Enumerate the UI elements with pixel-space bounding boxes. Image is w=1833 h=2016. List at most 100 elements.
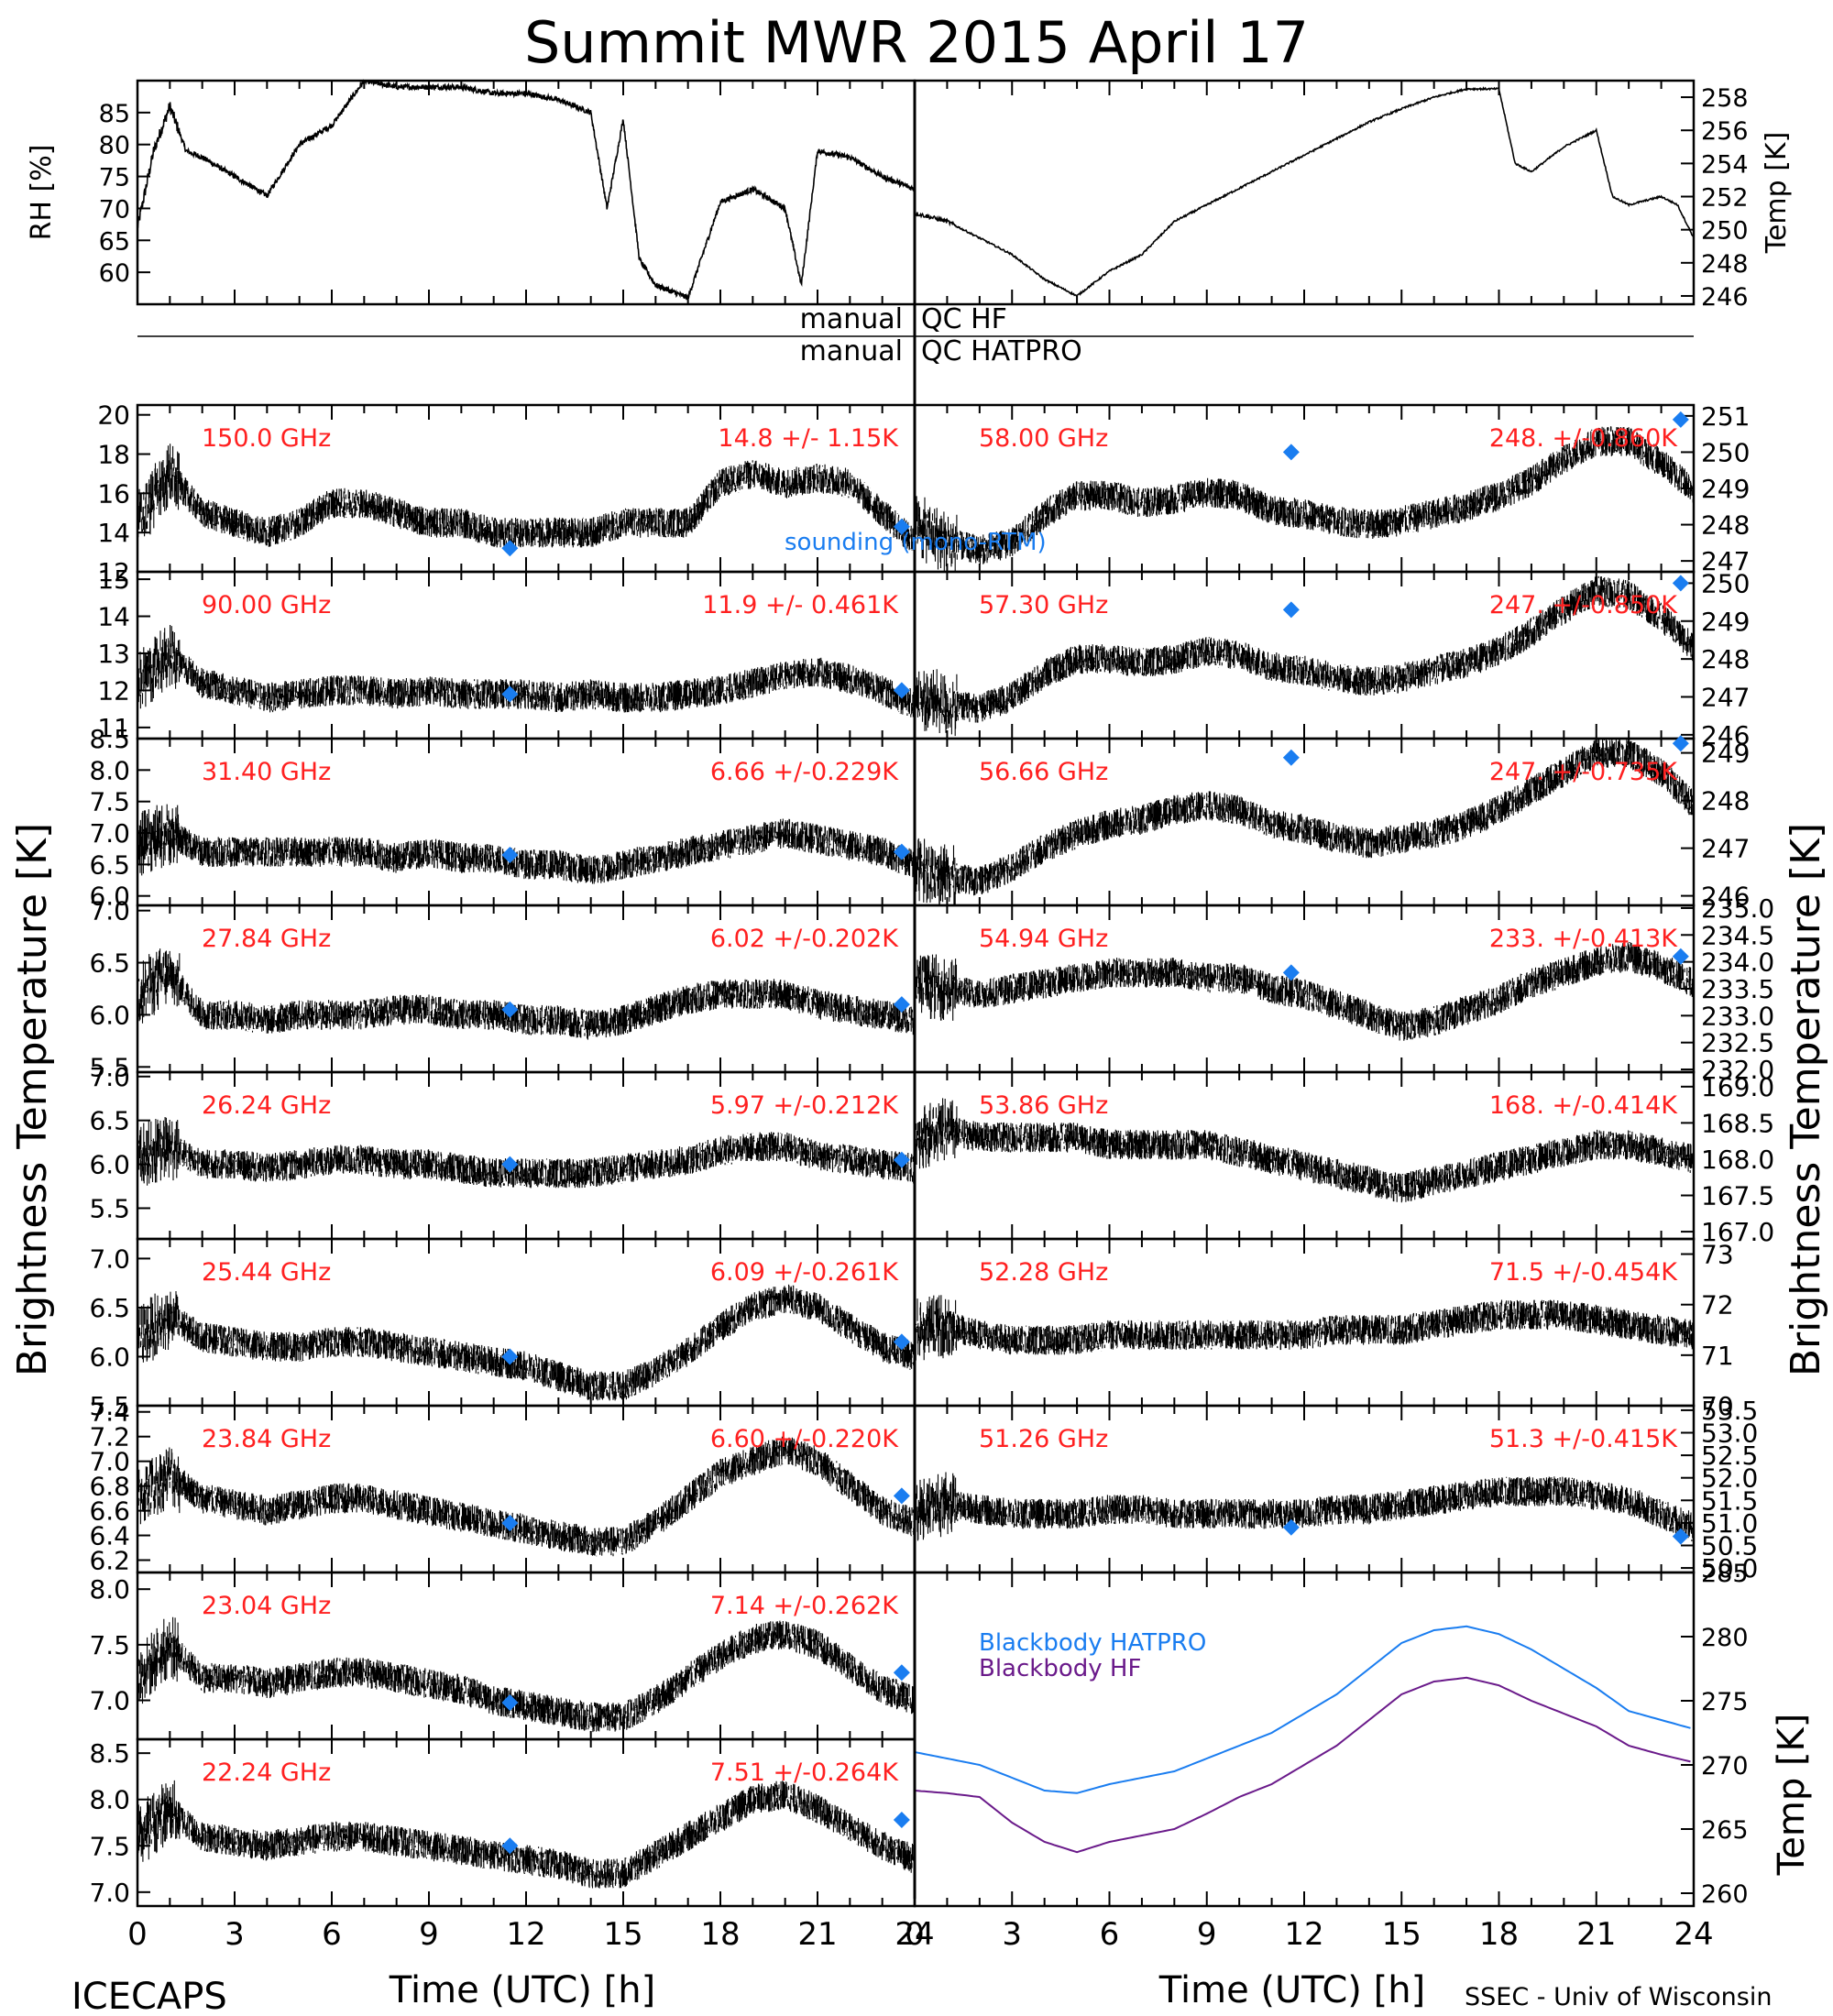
sounding-marker — [893, 1811, 910, 1828]
y-tick-label: 6.5 — [89, 948, 130, 979]
stat-label: 6.02 +/-0.202K — [710, 925, 899, 953]
y-tick-label: 65 — [99, 227, 130, 256]
y-tick-label: 254 — [1701, 150, 1749, 179]
y-tick-label: 18 — [97, 440, 130, 470]
y-tick-label: 250 — [1701, 568, 1750, 598]
x-tick-label: 0 — [905, 1916, 925, 1953]
x-tick-label: 0 — [127, 1916, 148, 1953]
x-tick-label: 6 — [322, 1916, 342, 1953]
stat-label: 6.09 +/-0.261K — [710, 1258, 899, 1287]
panel-rh: 60 65 70 75 80 85 RH [%] — [26, 79, 916, 306]
y-tick-label: 6.8 — [89, 1472, 130, 1502]
freq-label: 56.66 GHz — [979, 758, 1108, 786]
rh-y-label: RH [%] — [26, 145, 58, 241]
stat-label: 51.3 +/-0.415K — [1489, 1425, 1678, 1453]
freq-label: 27.84 GHz — [202, 925, 331, 953]
sounding-marker — [1672, 411, 1689, 428]
y-tick-label: 14 — [97, 602, 130, 632]
y-tick-label: 70 — [1701, 1391, 1734, 1421]
y-tick-label: 249 — [1701, 474, 1750, 504]
sounding-marker — [501, 685, 519, 703]
x-tick-label: 21 — [797, 1916, 837, 1953]
x-tick-label: 24 — [895, 1916, 934, 1953]
sounding-marker — [1672, 575, 1689, 592]
y-tick-label: 5.5 — [89, 1052, 130, 1082]
panel-56-66-ghz: 246 247 248 249 56.66 GHz 247. +/-0.735K — [913, 735, 1750, 912]
y-tick-label: 168.5 — [1701, 1108, 1774, 1138]
y-tick-label: 8.0 — [89, 1574, 130, 1605]
y-tick-label: 246 — [1701, 882, 1750, 912]
data-trace — [914, 1295, 1695, 1361]
freq-label: 52.28 GHz — [979, 1258, 1108, 1287]
y-tick-label: 248 — [1701, 510, 1750, 541]
y-tick-label: 232.0 — [1701, 1055, 1774, 1085]
y-tick-label: 265 — [1701, 1816, 1749, 1845]
footer-icecaps: ICECAPS — [71, 1976, 227, 2016]
y-tick-label: 248 — [1701, 250, 1749, 279]
sounding-marker — [1282, 1518, 1300, 1536]
y-tick-label: 7.0 — [89, 1244, 130, 1274]
bb-y-label: Temp [K] — [1771, 1714, 1813, 1877]
sounding-marker — [501, 1001, 519, 1018]
y-tick-label: 7.5 — [89, 1831, 130, 1861]
sounding-marker — [501, 847, 519, 864]
y-tick-label: 246 — [1701, 283, 1749, 312]
stat-label: 248. +/-0.860K — [1489, 424, 1678, 453]
panel-22-24-ghz: 7.0 7.5 8.0 8.5 22.24 GHz 7.51 +/-0.264K 0 3 6 9 1… — [89, 1737, 935, 1953]
y-tick-label: 247 — [1701, 546, 1750, 576]
sounding-marker — [1282, 964, 1300, 981]
y-tick-label: 167.5 — [1701, 1181, 1774, 1211]
x-tick-label: 21 — [1576, 1916, 1616, 1953]
freq-label: 57.30 GHz — [979, 591, 1108, 619]
freq-label: 25.44 GHz — [202, 1258, 331, 1287]
y-tick-label: 11 — [97, 713, 130, 743]
y-tick-label: 7.5 — [89, 787, 130, 817]
panel-26-24-ghz: 5.5 6.0 6.5 7.0 26.24 GHz 5.97 +/-0.212K — [89, 1062, 916, 1241]
y-tick-label: 247 — [1701, 683, 1750, 713]
y-tick-label: 73 — [1701, 1240, 1734, 1270]
sounding-marker — [893, 1664, 910, 1682]
y-tick-label: 60 — [99, 259, 130, 288]
y-tick-label: 235.0 — [1701, 893, 1774, 924]
stat-label: 233. +/-0.413K — [1489, 925, 1678, 953]
panel-150-0-ghz: 12 14 16 18 20 150.0 GHz 14.8 +/- 1.15K — [97, 400, 916, 587]
data-trace — [914, 86, 1695, 297]
panel-23-84-ghz: 6.26.46.66.87.07.27.4 23.84 GHz 6.60 +/-0.… — [89, 1397, 916, 1576]
y-tick-label: 285 — [1701, 1560, 1749, 1588]
stat-label: 168. +/-0.414K — [1489, 1091, 1678, 1120]
y-tick-label: 75 — [99, 164, 130, 192]
panel-27-84-ghz: 5.5 6.0 6.5 7.0 27.84 GHz 6.02 +/-0.202K — [89, 896, 916, 1082]
legend-hatpro: Blackbody HATPRO — [979, 1629, 1206, 1657]
y-tick-label: 247 — [1701, 834, 1750, 864]
y-tick-label: 250 — [1701, 217, 1749, 246]
panel-52-28-ghz: 70 71 72 73 52.28 GHz 71.5 +/-0.454K — [913, 1237, 1734, 1421]
freq-label: 53.86 GHz — [979, 1091, 1108, 1120]
y-tick-label: 258 — [1701, 84, 1749, 113]
stat-label: 7.51 +/-0.264K — [710, 1759, 899, 1787]
y-tick-label: 7.4 — [89, 1397, 130, 1428]
x-tick-label: 12 — [506, 1916, 545, 1953]
x-tick-label: 6 — [1100, 1916, 1120, 1953]
x-tick-label: 9 — [1197, 1916, 1217, 1953]
y-tick-label: 234.5 — [1701, 920, 1774, 950]
y-tick-label: 51.0 — [1701, 1508, 1758, 1539]
y-tick-label: 85 — [99, 100, 130, 128]
stat-label: 7.14 +/-0.262K — [710, 1592, 899, 1620]
data-trace — [137, 1284, 916, 1401]
qc-hf-label: QC HF — [921, 303, 1007, 335]
y-tick-label: 7.0 — [89, 1447, 130, 1477]
y-tick-label: 252 — [1701, 184, 1749, 213]
data-trace — [137, 1117, 916, 1189]
stat-label: 11.9 +/- 0.461K — [702, 591, 899, 619]
y-tick-label: 70 — [99, 195, 130, 224]
sounding-marker — [893, 518, 910, 535]
legend-hf: Blackbody HF — [979, 1655, 1141, 1682]
y-tick-label: 7.0 — [89, 1062, 130, 1092]
stat-label: 14.8 +/- 1.15K — [718, 424, 899, 453]
y-tick-label: 7.0 — [89, 818, 130, 849]
sounding-marker — [501, 1693, 519, 1711]
stat-label: 247. +/-0.850K — [1489, 591, 1678, 619]
